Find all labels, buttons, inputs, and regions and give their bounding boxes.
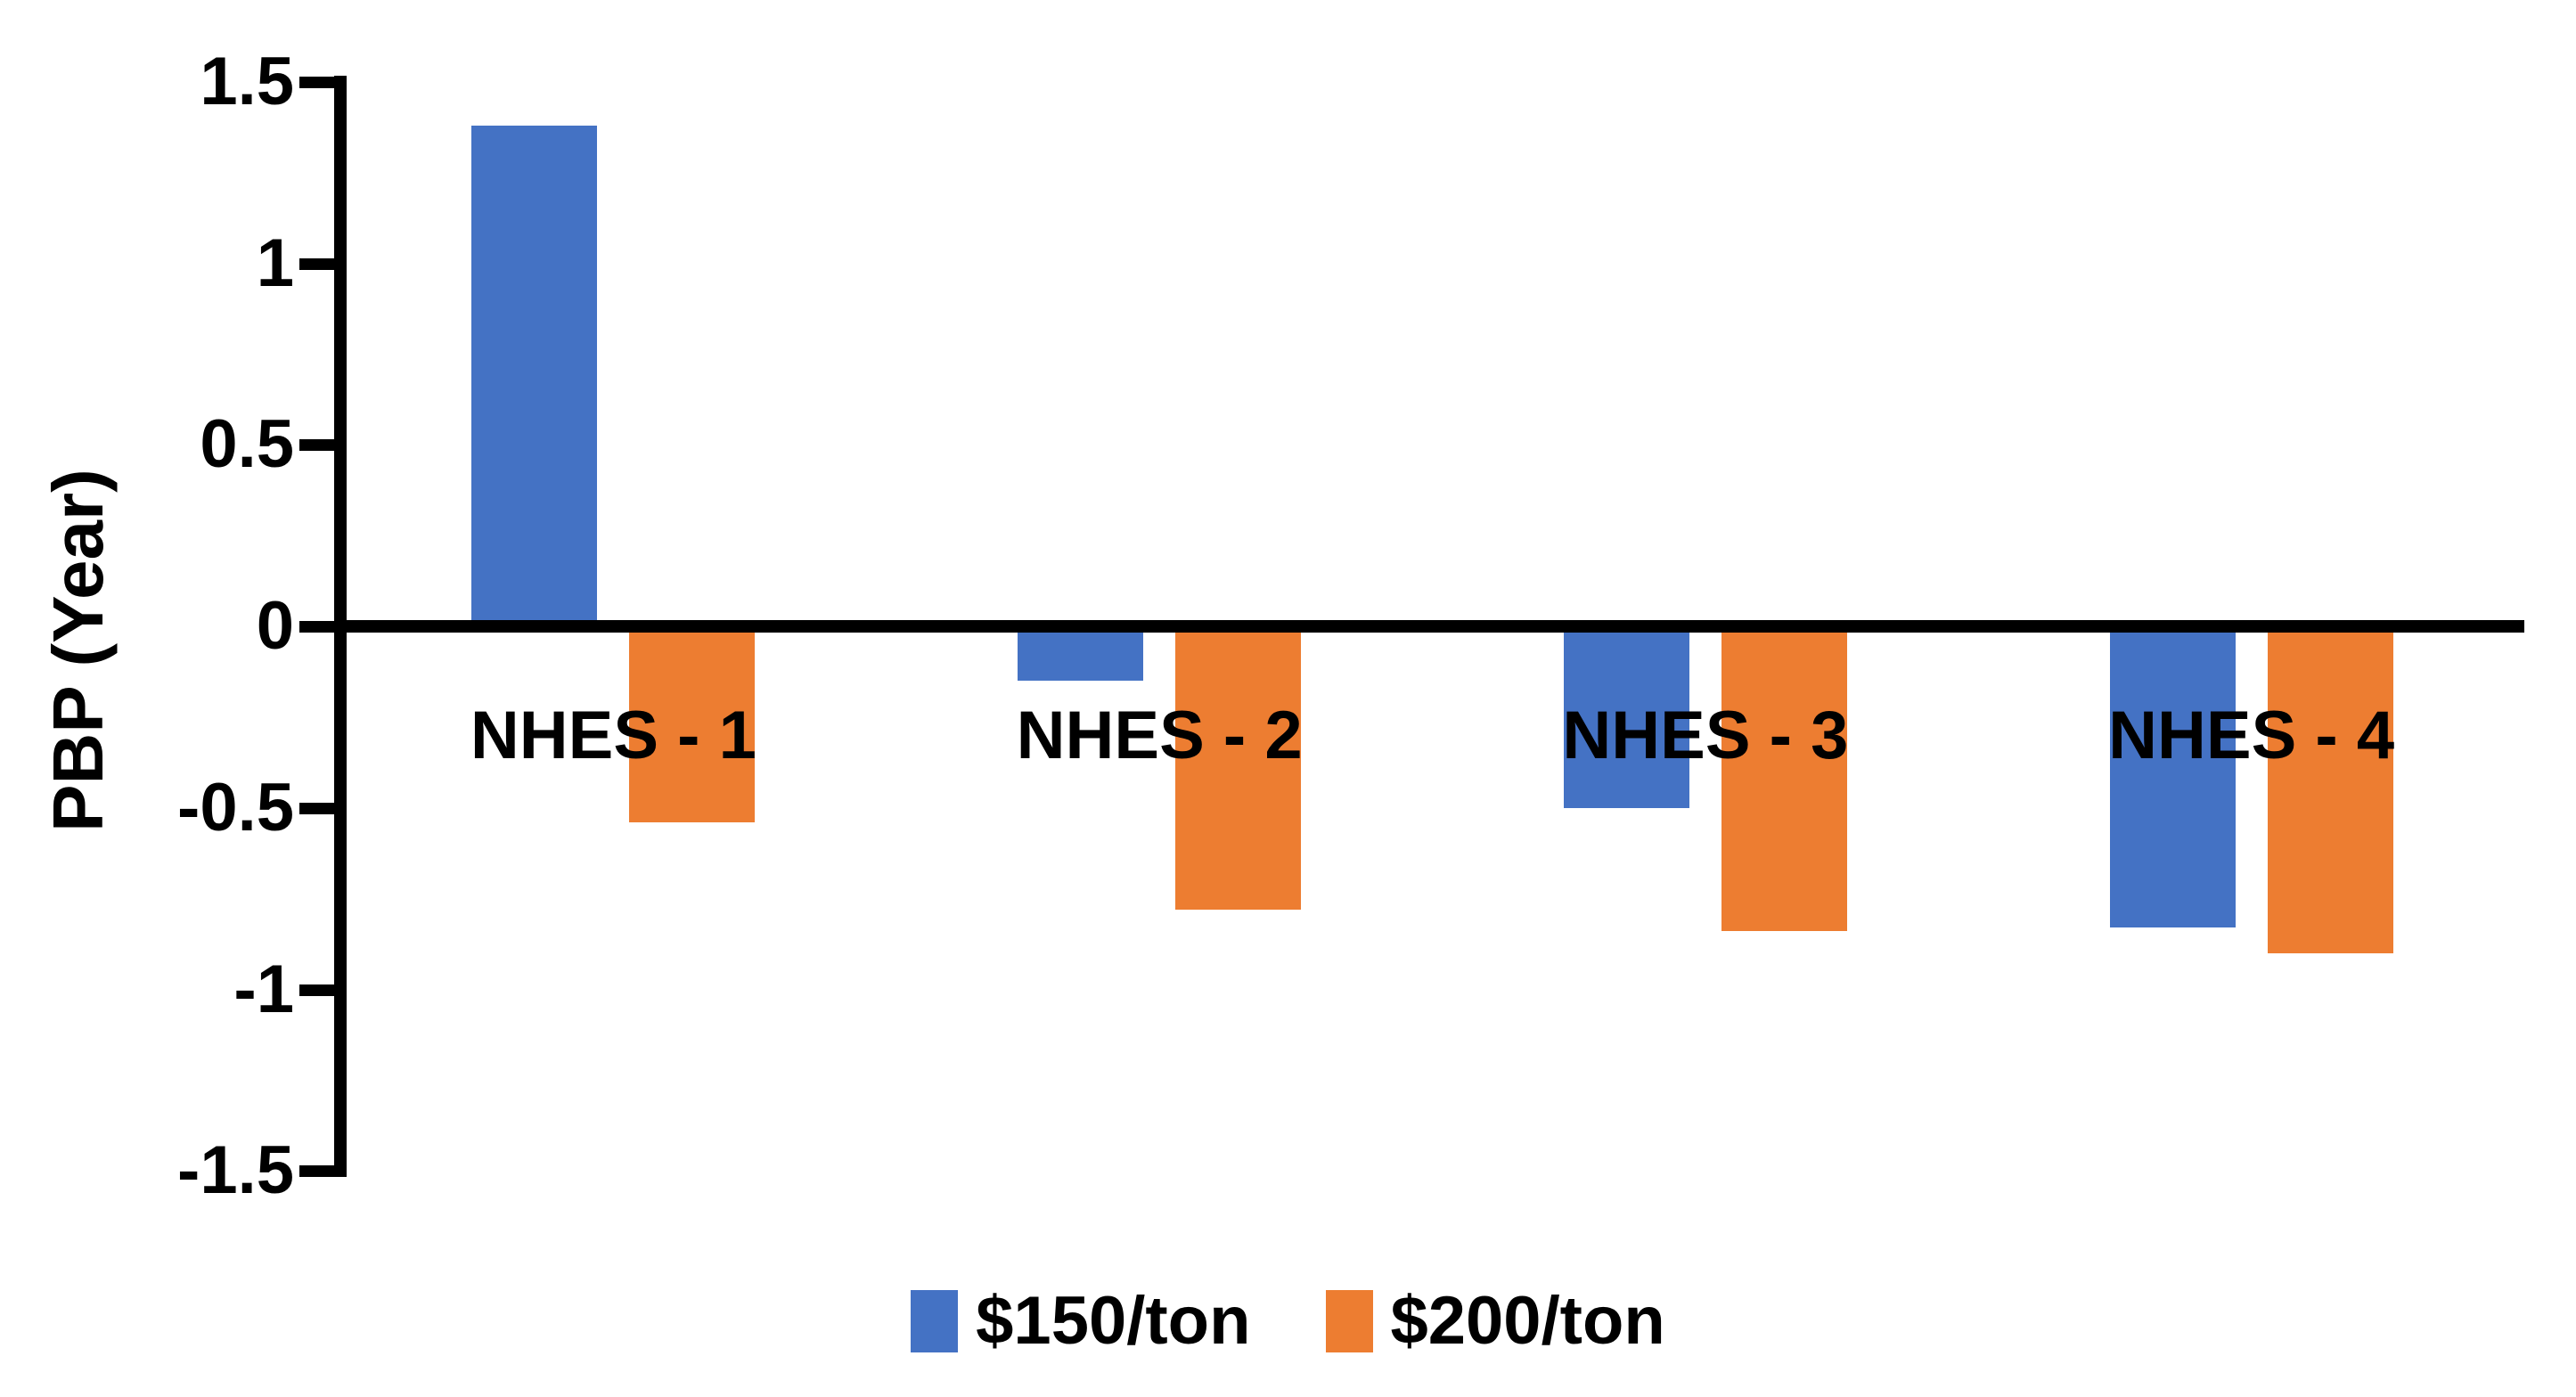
bar-series1-cat2 [1721, 626, 1847, 932]
y-tick-label: -0.5 [177, 769, 294, 846]
y-tick-mark [299, 76, 340, 88]
y-tick-mark [299, 1165, 340, 1178]
x-axis-line [334, 620, 2524, 633]
y-tick-mark [299, 984, 340, 996]
legend-item: $150/ton [911, 1283, 1251, 1359]
category-label: NHES - 1 [470, 698, 756, 773]
bar-series1-cat1 [1175, 626, 1302, 910]
bar-series1-cat0 [629, 626, 756, 823]
y-tick-label: -1.5 [177, 1132, 294, 1209]
bar-series0-cat0 [471, 125, 598, 626]
category-label: NHES - 4 [2108, 698, 2395, 773]
y-tick-label: -1 [233, 951, 294, 1027]
y-tick-label: 1.5 [200, 43, 294, 119]
y-tick-mark [299, 439, 340, 452]
legend-item: $200/ton [1325, 1283, 1665, 1359]
legend: $150/ton $200/ton [0, 1281, 2576, 1361]
bar-series0-cat1 [1018, 626, 1144, 682]
category-label: NHES - 3 [1562, 698, 1849, 773]
y-tick-mark [299, 802, 340, 814]
legend-label: $200/ton [1390, 1283, 1665, 1359]
y-tick-label: 0 [256, 588, 294, 664]
bar-series0-cat3 [2109, 626, 2236, 928]
legend-label: $150/ton [976, 1283, 1251, 1359]
legend-swatch-icon [1325, 1290, 1373, 1352]
bar-series1-cat3 [2267, 626, 2393, 953]
y-tick-label: 0.5 [200, 406, 294, 483]
y-tick-label: 1 [256, 225, 294, 301]
bar-series0-cat2 [1563, 626, 1689, 808]
y-tick-mark [299, 257, 340, 270]
y-tick-mark [299, 621, 340, 633]
category-label: NHES - 2 [1016, 698, 1303, 773]
legend-swatch-icon [911, 1290, 959, 1352]
